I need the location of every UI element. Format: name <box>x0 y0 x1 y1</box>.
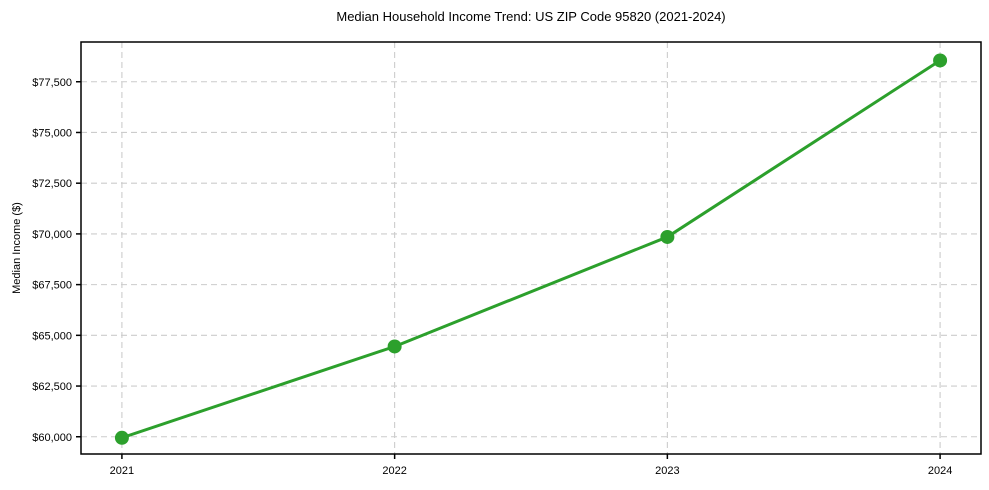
y-tick-label: $72,500 <box>32 178 72 190</box>
axes-frame <box>80 41 982 455</box>
data-point-marker <box>114 430 129 445</box>
y-tick-label: $75,000 <box>32 127 72 139</box>
data-point-marker <box>387 339 402 354</box>
income-trend-line <box>120 58 942 440</box>
y-tick-label: $77,500 <box>32 77 72 89</box>
data-point-marker <box>933 53 948 68</box>
x-tick-label: 2024 <box>928 465 952 477</box>
y-tick-label: $65,000 <box>32 330 72 342</box>
x-tick-label: 2023 <box>655 465 679 477</box>
data-point-marker <box>660 229 675 244</box>
x-tick-label: 2022 <box>382 465 406 477</box>
y-tick-label: $70,000 <box>32 229 72 241</box>
y-tick-label: $67,500 <box>32 280 72 292</box>
y-tick-label: $60,000 <box>32 432 72 444</box>
x-tick-label: 2021 <box>110 465 134 477</box>
y-tick-label: $62,500 <box>32 381 72 393</box>
chart-title: Median Household Income Trend: US ZIP Co… <box>336 9 726 24</box>
